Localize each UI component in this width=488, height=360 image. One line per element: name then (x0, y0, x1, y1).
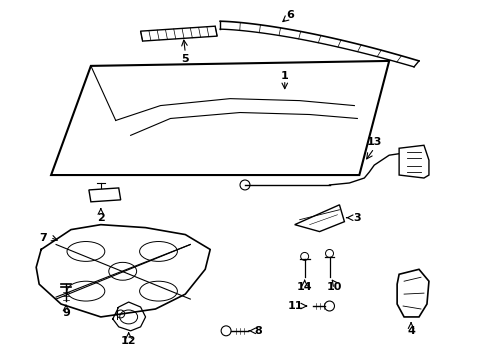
Text: 7: 7 (39, 233, 47, 243)
Text: 8: 8 (254, 326, 261, 336)
Polygon shape (141, 26, 217, 41)
Polygon shape (396, 269, 428, 317)
Polygon shape (51, 61, 388, 175)
Polygon shape (294, 205, 344, 231)
Text: 13: 13 (366, 137, 381, 147)
Text: 12: 12 (121, 336, 136, 346)
Text: 4: 4 (407, 326, 414, 336)
Text: 2: 2 (97, 213, 104, 223)
Text: 14: 14 (296, 282, 312, 292)
Text: 1: 1 (280, 71, 288, 81)
Polygon shape (89, 188, 121, 202)
Polygon shape (398, 145, 428, 178)
Text: 3: 3 (353, 213, 361, 223)
Text: 11: 11 (287, 301, 303, 311)
Text: 9: 9 (62, 308, 70, 318)
Text: 5: 5 (181, 54, 189, 64)
Text: 10: 10 (326, 282, 342, 292)
Text: 6: 6 (285, 10, 293, 20)
